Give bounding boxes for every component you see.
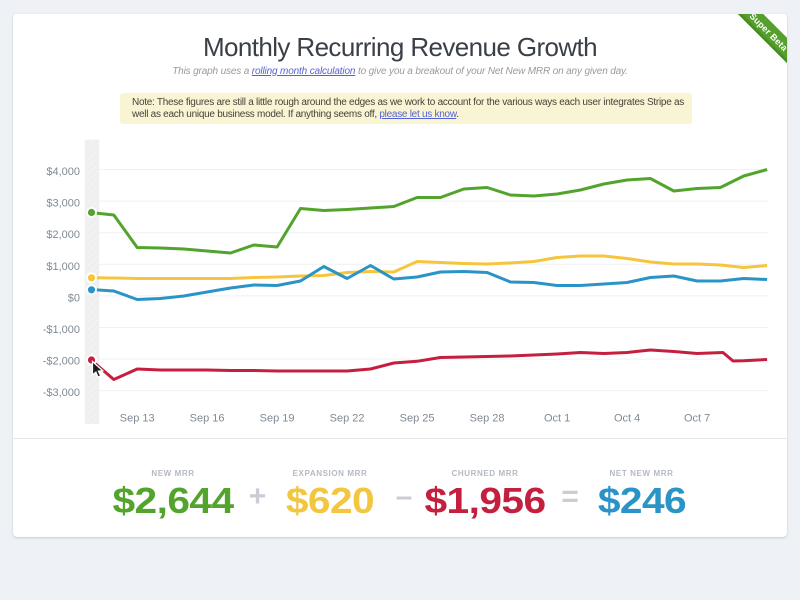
svg-text:Sep 25: Sep 25: [400, 413, 435, 425]
svg-text:$0: $0: [68, 292, 80, 304]
svg-text:Sep 28: Sep 28: [470, 413, 505, 425]
svg-text:Oct 4: Oct 4: [614, 413, 640, 425]
svg-text:-$3,000: -$3,000: [43, 387, 80, 399]
svg-text:Sep 22: Sep 22: [330, 413, 365, 425]
svg-text:Oct 7: Oct 7: [684, 413, 710, 425]
svg-text:Sep 16: Sep 16: [190, 413, 225, 425]
svg-text:$4,000: $4,000: [46, 166, 80, 178]
svg-text:Sep 19: Sep 19: [260, 413, 295, 425]
svg-text:$2,000: $2,000: [46, 229, 80, 241]
svg-text:-$1,000: -$1,000: [43, 324, 80, 336]
svg-text:-$2,000: -$2,000: [43, 356, 80, 368]
svg-text:$3,000: $3,000: [46, 198, 80, 210]
svg-text:$1,000: $1,000: [46, 261, 80, 273]
svg-text:Oct 1: Oct 1: [544, 413, 570, 425]
svg-text:Sep 13: Sep 13: [120, 413, 155, 425]
